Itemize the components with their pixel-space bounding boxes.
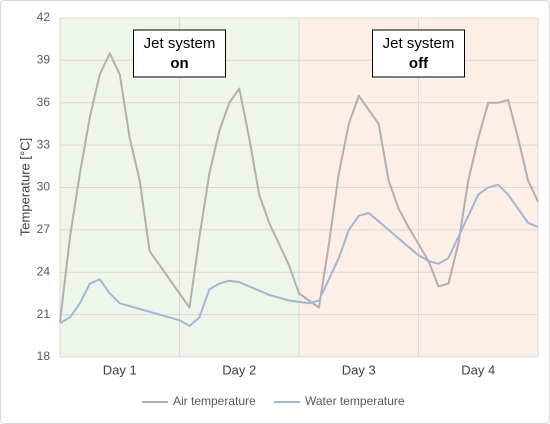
- data-line: [59, 52, 539, 322]
- annotation-text: on: [170, 55, 188, 72]
- annotation-box: [372, 29, 465, 78]
- x-tick-label: Day 3: [342, 362, 376, 377]
- annotation-text: Jet system: [144, 35, 216, 52]
- y-tick-label: 18: [37, 349, 51, 363]
- x-tick-label: Day 4: [461, 362, 495, 377]
- y-tick-label: 36: [37, 95, 51, 109]
- annotation-text: Jet system: [383, 35, 455, 52]
- y-tick-label: 21: [37, 307, 51, 321]
- legend-label: Air temperature: [173, 394, 256, 408]
- y-tick-label: 33: [37, 137, 51, 151]
- y-tick-label: 30: [37, 180, 51, 194]
- x-tick-label: Day 1: [103, 362, 137, 377]
- y-tick-label: 39: [37, 53, 51, 67]
- y-tick-label: 42: [37, 10, 51, 24]
- x-tick-label: Day 2: [222, 362, 256, 377]
- annotation-box: [133, 29, 226, 78]
- y-tick-label: 24: [37, 264, 51, 278]
- legend-label: Water temperature: [305, 394, 405, 408]
- y-axis-label: Temperature [°C]: [17, 138, 32, 236]
- data-line: [59, 183, 539, 327]
- annotation-text: off: [409, 55, 429, 72]
- y-tick-label: 27: [37, 222, 51, 236]
